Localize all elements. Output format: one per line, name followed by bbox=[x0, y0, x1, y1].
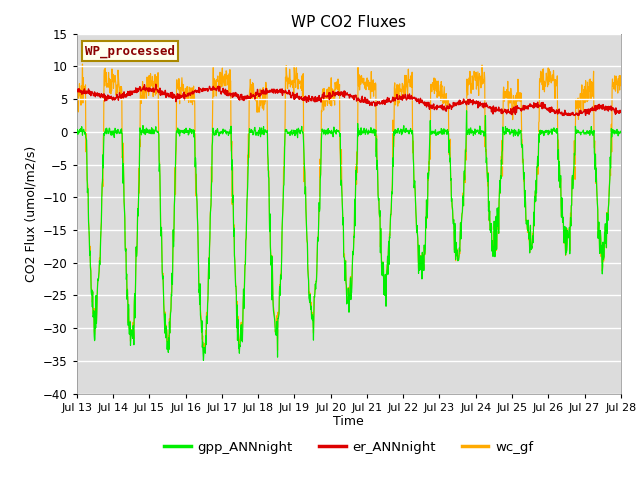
Legend: gpp_ANNnight, er_ANNnight, wc_gf: gpp_ANNnight, er_ANNnight, wc_gf bbox=[159, 435, 538, 459]
Title: WP CO2 Fluxes: WP CO2 Fluxes bbox=[291, 15, 406, 30]
wc_gf bbox=[505, 89, 513, 95]
gpp_ANNnight bbox=[463, 108, 470, 114]
wc_gf bbox=[200, 349, 207, 355]
gpp_ANNnight bbox=[255, 131, 263, 137]
wc_gf bbox=[553, 81, 561, 86]
Line: wc_gf: wc_gf bbox=[77, 64, 621, 352]
gpp_ANNnight bbox=[194, 224, 202, 229]
gpp_ANNnight bbox=[180, 127, 188, 132]
er_ANNnight bbox=[255, 94, 263, 99]
gpp_ANNnight bbox=[505, 127, 513, 132]
wc_gf bbox=[195, 242, 202, 248]
gpp_ANNnight bbox=[73, 128, 81, 133]
er_ANNnight bbox=[559, 112, 566, 118]
Text: WP_processed: WP_processed bbox=[85, 44, 175, 58]
wc_gf bbox=[79, 61, 86, 67]
X-axis label: Time: Time bbox=[333, 415, 364, 429]
wc_gf bbox=[255, 107, 263, 113]
gpp_ANNnight bbox=[200, 358, 207, 363]
er_ANNnight bbox=[553, 107, 561, 113]
er_ANNnight bbox=[617, 109, 625, 115]
Line: er_ANNnight: er_ANNnight bbox=[77, 84, 621, 115]
wc_gf bbox=[73, 108, 81, 113]
er_ANNnight bbox=[73, 88, 81, 94]
er_ANNnight bbox=[152, 81, 159, 87]
er_ANNnight bbox=[195, 87, 202, 93]
gpp_ANNnight bbox=[434, 129, 442, 135]
wc_gf bbox=[617, 83, 625, 88]
er_ANNnight bbox=[434, 105, 442, 111]
er_ANNnight bbox=[505, 109, 513, 115]
gpp_ANNnight bbox=[617, 129, 625, 135]
wc_gf bbox=[434, 88, 442, 94]
er_ANNnight bbox=[181, 93, 189, 99]
Y-axis label: CO2 Flux (umol/m2/s): CO2 Flux (umol/m2/s) bbox=[24, 145, 38, 282]
wc_gf bbox=[181, 89, 189, 95]
Line: gpp_ANNnight: gpp_ANNnight bbox=[77, 111, 621, 360]
gpp_ANNnight bbox=[553, 131, 561, 136]
